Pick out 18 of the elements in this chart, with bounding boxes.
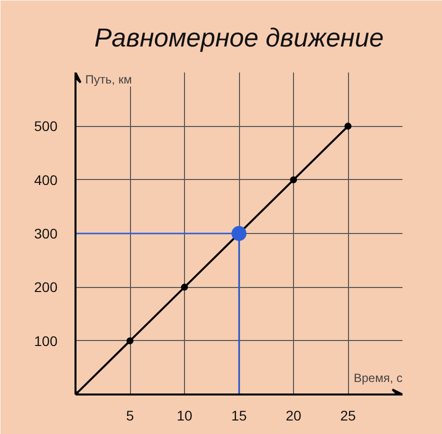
y-axis-title: Путь, км (85, 72, 132, 86)
x-tick-label: 10 (176, 408, 192, 424)
y-tick-label: 400 (34, 172, 58, 188)
x-tick-label: 15 (231, 408, 247, 424)
x-axis-title: Время, с (354, 370, 403, 385)
point (232, 226, 246, 241)
point (126, 337, 134, 344)
x-tick-label: 5 (126, 408, 134, 424)
y-tick-label: 500 (34, 118, 58, 134)
y-tick-label: 300 (34, 226, 58, 242)
point (344, 122, 352, 130)
point (290, 176, 297, 184)
chart-title: Равномерное движение (94, 22, 384, 52)
x-tick-label: 25 (340, 408, 356, 424)
point (181, 284, 188, 291)
y-tick-label: 200 (34, 279, 58, 296)
x-tick-label: 20 (286, 408, 302, 424)
y-tick-label: 100 (34, 332, 58, 349)
